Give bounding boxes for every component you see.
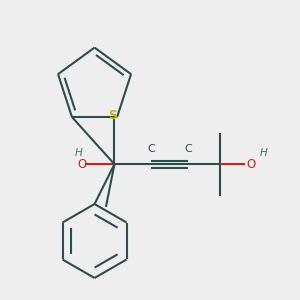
Text: O: O <box>246 158 256 171</box>
Text: C: C <box>184 144 192 154</box>
Text: O: O <box>77 158 86 171</box>
Text: H: H <box>260 148 268 158</box>
Text: C: C <box>148 144 155 154</box>
Text: H: H <box>75 148 83 158</box>
Text: S: S <box>108 109 117 122</box>
